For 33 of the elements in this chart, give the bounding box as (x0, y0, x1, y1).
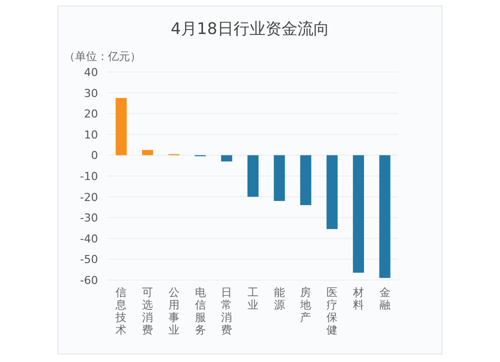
y-tick-label: 40 (84, 66, 98, 79)
x-tick-label: 能源 (274, 286, 285, 312)
y-tick-label: -40 (80, 232, 98, 246)
x-tick-label: 日常消费 (221, 286, 232, 336)
x-tick-label: 电信服务 (194, 286, 206, 336)
x-tick-label: 信息技术 (114, 286, 127, 336)
y-tick-label: -60 (80, 274, 98, 287)
bar (247, 155, 259, 197)
bar (142, 150, 154, 156)
bar (274, 155, 285, 201)
x-tick-label: 材料 (352, 286, 364, 312)
x-tick-label: 医疗保健 (326, 286, 338, 336)
y-tick-label: -10 (80, 170, 98, 183)
bar (300, 155, 312, 206)
chart-title: 4月18日行业资金流向 (170, 19, 330, 38)
x-tick-label: 房地产 (299, 286, 312, 324)
y-tick-label: 20 (84, 108, 98, 121)
bar (326, 155, 338, 230)
x-tick-label: 公用事业 (168, 286, 180, 336)
x-tick-label: 工业 (248, 286, 258, 312)
bar (352, 155, 364, 273)
text: （单位：亿元） (64, 50, 141, 63)
y-tick-label: 0 (91, 149, 98, 162)
y-tick-label: -20 (80, 190, 98, 204)
bar (116, 98, 127, 156)
y-tick-label: 30 (84, 86, 98, 100)
y-tick-label: 10 (84, 128, 98, 142)
x-tick-label: 金融 (379, 286, 390, 312)
bar (379, 155, 390, 278)
y-tick-label: -30 (80, 212, 98, 225)
y-tick-label: -50 (80, 253, 98, 266)
bar (221, 155, 232, 162)
x-tick-label: 可选消费 (142, 286, 154, 336)
